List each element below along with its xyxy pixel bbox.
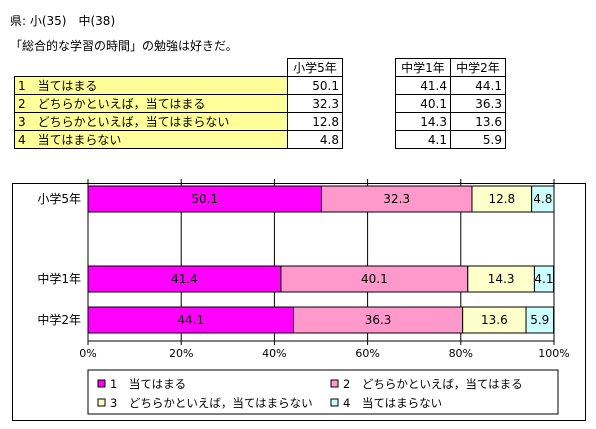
data-label: 4.1	[534, 272, 553, 286]
legend-swatch	[97, 398, 106, 407]
chart-frame	[12, 183, 586, 421]
cell-value: 4.8	[287, 130, 343, 149]
category-label: 中学2年	[37, 312, 81, 327]
data-label: 50.1	[191, 192, 218, 206]
row-label: 1 当てはまる	[14, 76, 288, 95]
data-label: 14.3	[488, 272, 515, 286]
question-title: 「総合的な学習の時間」の勉強は好きだ。	[10, 39, 238, 53]
cell-value: 44.1	[450, 76, 506, 95]
bar-segment	[533, 265, 555, 293]
category-label: 中学1年	[37, 271, 81, 286]
x-tick-label: 40%	[262, 347, 286, 360]
legend-label: 2 どちらかといえば，当てはまる	[343, 377, 523, 391]
table-row: 4 当てはまらない 4.8 4.1 5.9	[14, 130, 506, 149]
table-row: 2 どちらかといえば，当てはまる 32.3 40.1 36.3	[14, 94, 506, 113]
bar-segment	[87, 265, 282, 293]
legend-swatch	[97, 379, 106, 388]
col-header-jh1: 中学1年	[395, 58, 451, 77]
x-tick-label: 80%	[449, 347, 473, 360]
legend-label: 3 どちらかといえば，当てはまらない	[110, 396, 313, 410]
bar-segment	[320, 185, 473, 213]
row-label: 2 どちらかといえば，当てはまる	[14, 94, 288, 113]
legend-box	[87, 369, 559, 415]
legend-label: 1 当てはまる	[110, 377, 186, 391]
bar-segment	[471, 185, 533, 213]
data-label: 36.3	[365, 313, 392, 327]
bar-segment	[293, 306, 464, 334]
bar-segment	[531, 185, 555, 213]
data-label: 13.6	[481, 313, 508, 327]
results-table: 小学5年 中学1年 中学2年 1 当てはまる 50.1 41.4 44.1 2 …	[14, 58, 506, 149]
table-row: 1 当てはまる 50.1 41.4 44.1	[14, 76, 506, 95]
x-tick-label: 0%	[79, 347, 96, 360]
x-tick-label: 60%	[355, 347, 379, 360]
category-label: 小学5年	[37, 191, 81, 206]
bar-segment	[525, 306, 555, 334]
cell-value: 14.3	[395, 112, 451, 131]
header-school-counts: 県: 小(35) 中(38)	[10, 14, 116, 28]
data-label: 5.9	[530, 313, 549, 327]
x-tick-label: 100%	[538, 347, 569, 360]
data-label: 40.1	[361, 272, 388, 286]
cell-value: 12.8	[287, 112, 343, 131]
cell-value: 36.3	[450, 94, 506, 113]
bar-segment	[87, 185, 322, 213]
cell-value: 5.9	[450, 130, 506, 149]
row-label: 4 当てはまらない	[14, 130, 288, 149]
data-label: 32.3	[383, 192, 410, 206]
legend-swatch	[330, 398, 339, 407]
legend-label: 4 当てはまらない	[343, 396, 442, 410]
data-label: 4.8	[533, 192, 552, 206]
legend-swatch	[330, 379, 339, 388]
data-label: 44.1	[177, 313, 204, 327]
data-label: 12.8	[488, 192, 515, 206]
x-tick-label: 20%	[169, 347, 193, 360]
data-label: 41.4	[171, 272, 198, 286]
